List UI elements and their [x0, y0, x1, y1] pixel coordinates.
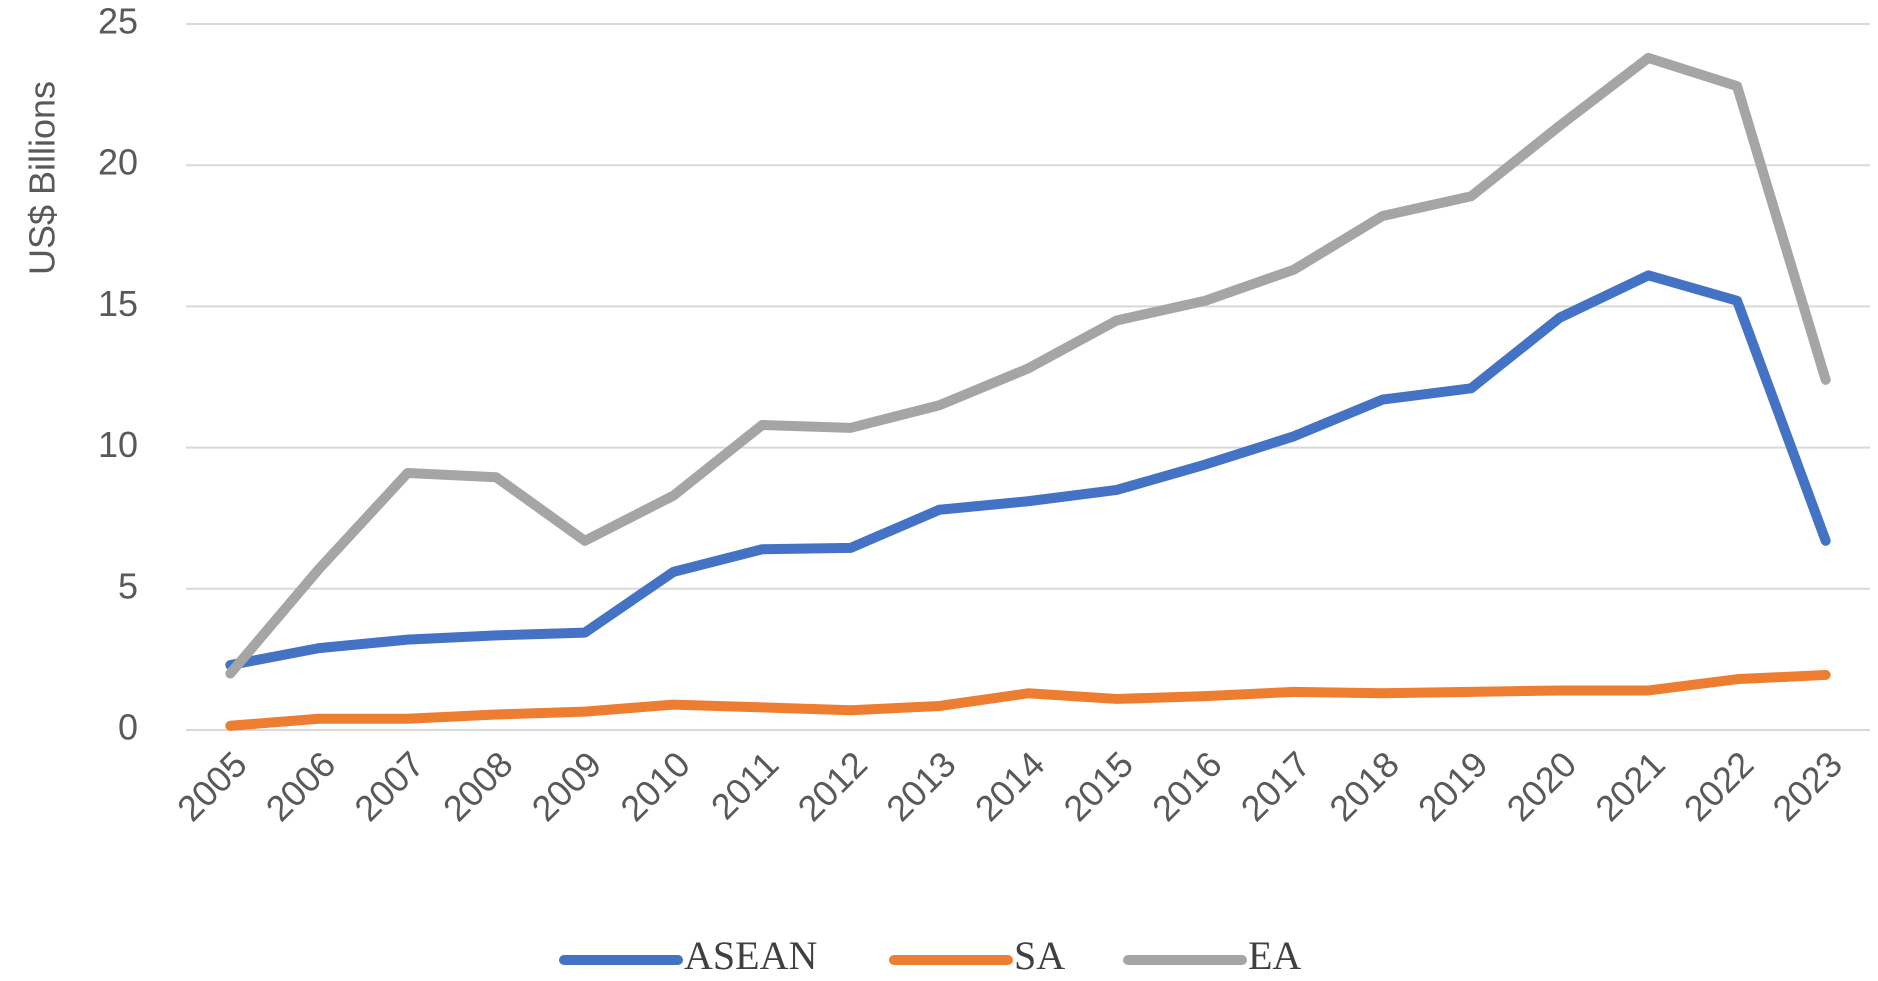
x-tick-label: 2020: [1499, 743, 1585, 829]
x-tick-label: 2014: [967, 743, 1053, 829]
x-tick-label: 2013: [878, 743, 964, 829]
y-tick-label: 5: [118, 565, 138, 606]
y-tick-label: 20: [98, 142, 138, 183]
x-tick-label: 2011: [703, 743, 787, 827]
legend-label: EA: [1248, 933, 1301, 978]
y-axis-title: US$ Billions: [22, 81, 63, 275]
x-tick-label: 2010: [612, 743, 698, 829]
y-tick-label: 25: [98, 1, 138, 42]
x-tick-label: 2018: [1321, 743, 1407, 829]
x-tick-label: 2005: [169, 743, 255, 829]
x-tick-label: 2021: [1587, 743, 1673, 829]
series-line: [225, 270, 1831, 671]
y-tick-label: 0: [118, 707, 138, 748]
x-tick-label: 2012: [789, 743, 875, 829]
legend-label: SA: [1014, 933, 1065, 978]
x-tick-label: 2017: [1233, 743, 1319, 829]
x-tick-label: 2015: [1055, 743, 1141, 829]
y-tick-label: 10: [98, 424, 138, 465]
x-tick-label: 2007: [346, 743, 432, 829]
x-tick-label: 2008: [435, 743, 521, 829]
x-tick-label: 2023: [1764, 743, 1850, 829]
x-tick-label: 2009: [524, 743, 610, 829]
x-tick-label: 2019: [1410, 743, 1496, 829]
series-line: [225, 669, 1831, 731]
x-tick-label: 2016: [1144, 743, 1230, 829]
legend-label: ASEAN: [684, 933, 817, 978]
series-line: [225, 52, 1831, 679]
x-tick-label: 2006: [258, 743, 344, 829]
y-tick-label: 15: [98, 283, 138, 324]
x-tick-label: 2022: [1676, 743, 1762, 829]
